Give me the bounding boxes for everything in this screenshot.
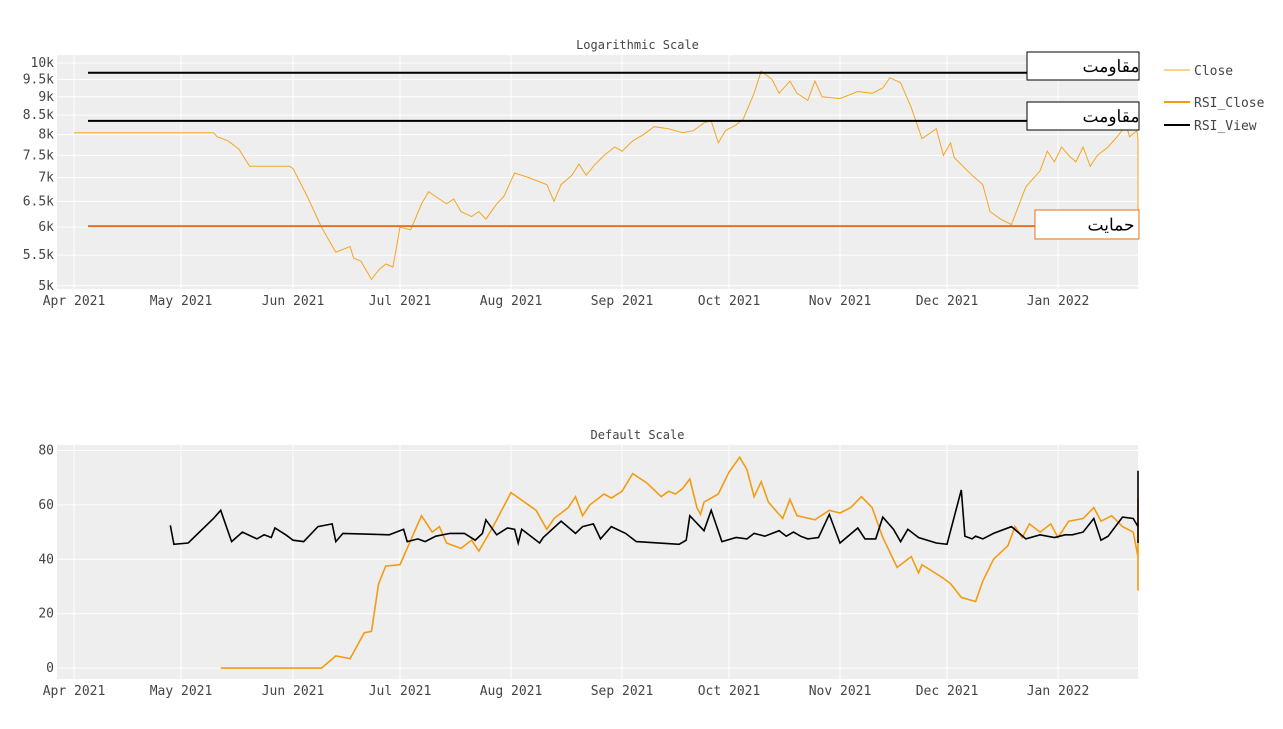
x-tick-label: Dec 2021 <box>916 684 979 699</box>
y-tick-label: 0 <box>46 661 54 676</box>
legend-rsi-close-label: RSI_Close <box>1194 96 1265 111</box>
x-tick-label: Jul 2021 <box>369 294 432 309</box>
support-annotation-box <box>1034 209 1140 240</box>
resistance-annotation-label: مقاومت <box>1083 107 1140 127</box>
log-scale-chart: Apr 2021 May 2021 Jun 2021 Jul 2021 Aug 2021… <box>23 38 1140 309</box>
x-tick-label: Jan 2022 <box>1027 294 1090 309</box>
y-tick-label: 7.5k <box>23 148 54 163</box>
x-tick-label: Oct 2021 <box>698 684 761 699</box>
chart-title: Default Scale <box>591 428 685 442</box>
y-tick-label: 5k <box>38 279 54 294</box>
x-tick-label: Apr 2021 <box>43 294 106 309</box>
y-tick-label: 20 <box>38 607 54 622</box>
x-tick-label: Jul 2021 <box>369 684 432 699</box>
resistance-annotation-label: مقاومت <box>1083 57 1140 77</box>
x-tick-label: Jan 2022 <box>1027 684 1090 699</box>
x-tick-label: Aug 2021 <box>480 684 543 699</box>
x-tick-label: May 2021 <box>150 294 213 309</box>
x-tick-label: Jun 2021 <box>262 294 325 309</box>
y-tick-label: 7k <box>38 171 54 186</box>
x-tick-label: May 2021 <box>150 684 213 699</box>
resistance-annotation-box <box>1026 51 1140 81</box>
y-tick-label: 8.5k <box>23 108 54 123</box>
y-tick-label: 60 <box>38 498 54 513</box>
x-tick-label: Aug 2021 <box>480 294 543 309</box>
chart-title: Logarithmic Scale <box>576 38 699 52</box>
y-tick-label: 40 <box>38 552 54 567</box>
x-tick-label: Jun 2021 <box>262 684 325 699</box>
y-tick-label: 80 <box>38 443 54 458</box>
y-tick-label: 6.5k <box>23 194 54 209</box>
rsi-close-series-line <box>220 455 1139 669</box>
plot-area <box>57 55 1138 289</box>
x-tick-label: Nov 2021 <box>809 294 872 309</box>
x-tick-label: Sep 2021 <box>591 294 654 309</box>
y-tick-label: 9.5k <box>23 72 54 87</box>
x-tick-label: Oct 2021 <box>698 294 761 309</box>
y-tick-label: 8k <box>38 128 54 143</box>
resistance-annotation-box <box>1026 101 1140 131</box>
y-tick-label: 5.5k <box>23 248 54 263</box>
legend: Close RSI_Close RSI_View <box>1164 64 1265 134</box>
rsi-view-series-line <box>169 470 1139 547</box>
y-tick-label: 9k <box>38 90 54 105</box>
x-tick-label: Nov 2021 <box>809 684 872 699</box>
y-tick-label: 10k <box>31 56 55 71</box>
legend-close-label: Close <box>1194 64 1233 79</box>
default-scale-chart: Apr 2021 May 2021 Jun 2021 Jul 2021 Aug 2021… <box>38 428 1139 699</box>
x-tick-label: Apr 2021 <box>43 684 106 699</box>
legend-rsi-view-label: RSI_View <box>1194 119 1257 134</box>
y-tick-label: 6k <box>38 220 54 235</box>
support-annotation-label: حمایت <box>1088 216 1135 236</box>
x-tick-label: Dec 2021 <box>916 294 979 309</box>
plot-area <box>57 445 1138 679</box>
x-tick-label: Sep 2021 <box>591 684 654 699</box>
